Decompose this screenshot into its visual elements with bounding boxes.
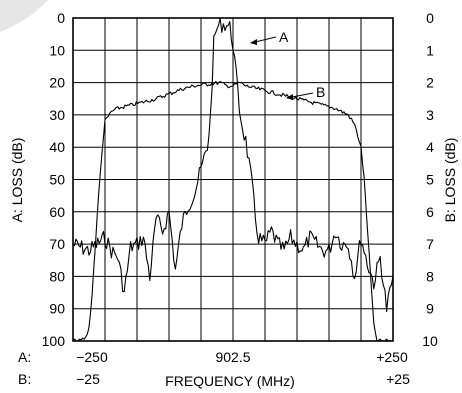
y-left-tick-label: 90 — [49, 301, 65, 317]
plot-grid — [73, 18, 393, 341]
y-right-tick-label: 3 — [426, 107, 434, 123]
corner-decoration — [0, 0, 48, 32]
series-b-line — [72, 80, 393, 342]
left-axis-ticks: 0 10 20 30 40 50 60 70 80 90 100 — [42, 10, 66, 349]
x-scale-a-prefix: A: — [18, 349, 31, 365]
y-left-tick-label: 100 — [42, 333, 66, 349]
series-a-line — [72, 17, 394, 313]
y-right-tick-label: 1 — [426, 42, 434, 58]
y-right-tick-label: 2 — [426, 75, 434, 91]
y-left-tick-label: 60 — [49, 204, 65, 220]
x-scale-a-right: +250 — [376, 349, 408, 365]
y-right-tick-label: 7 — [426, 236, 434, 252]
y-right-tick-label: 6 — [426, 204, 434, 220]
y-right-tick-label: 0 — [426, 10, 434, 26]
x-axis-title: FREQUENCY (MHz) — [165, 373, 295, 389]
y-right-tick-label: 10 — [422, 333, 438, 349]
y-right-tick-label: 4 — [426, 139, 434, 155]
y-left-tick-label: 20 — [49, 75, 65, 91]
series-b-arrow — [286, 94, 293, 100]
right-axis-ticks: 0 1 2 3 4 5 6 7 8 9 10 — [422, 10, 438, 349]
x-scale-b-left: −25 — [76, 371, 100, 387]
y-left-axis-title: A: LOSS (dB) — [9, 138, 25, 223]
y-left-tick-label: 40 — [49, 139, 65, 155]
plot-frame — [72, 17, 394, 342]
y-left-tick-label: 50 — [49, 172, 65, 188]
x-scale-b-prefix: B: — [18, 371, 31, 387]
x-center-label: 902.5 — [215, 349, 250, 365]
y-right-tick-label: 5 — [426, 172, 434, 188]
y-right-tick-label: 8 — [426, 268, 434, 284]
series-a-label: A — [279, 29, 289, 45]
y-left-tick-label: 30 — [49, 107, 65, 123]
series-b-label: B — [316, 84, 325, 100]
y-right-axis-title: B: LOSS (dB) — [442, 138, 458, 223]
series-a-arrow — [250, 39, 257, 45]
y-left-tick-label: 0 — [57, 10, 65, 26]
y-left-tick-label: 10 — [49, 42, 65, 58]
y-left-tick-label: 70 — [49, 236, 65, 252]
y-right-tick-label: 9 — [426, 301, 434, 317]
y-left-tick-label: 80 — [49, 268, 65, 284]
x-scale-a-left: −250 — [76, 349, 108, 365]
x-scale-b-right: +25 — [386, 371, 410, 387]
